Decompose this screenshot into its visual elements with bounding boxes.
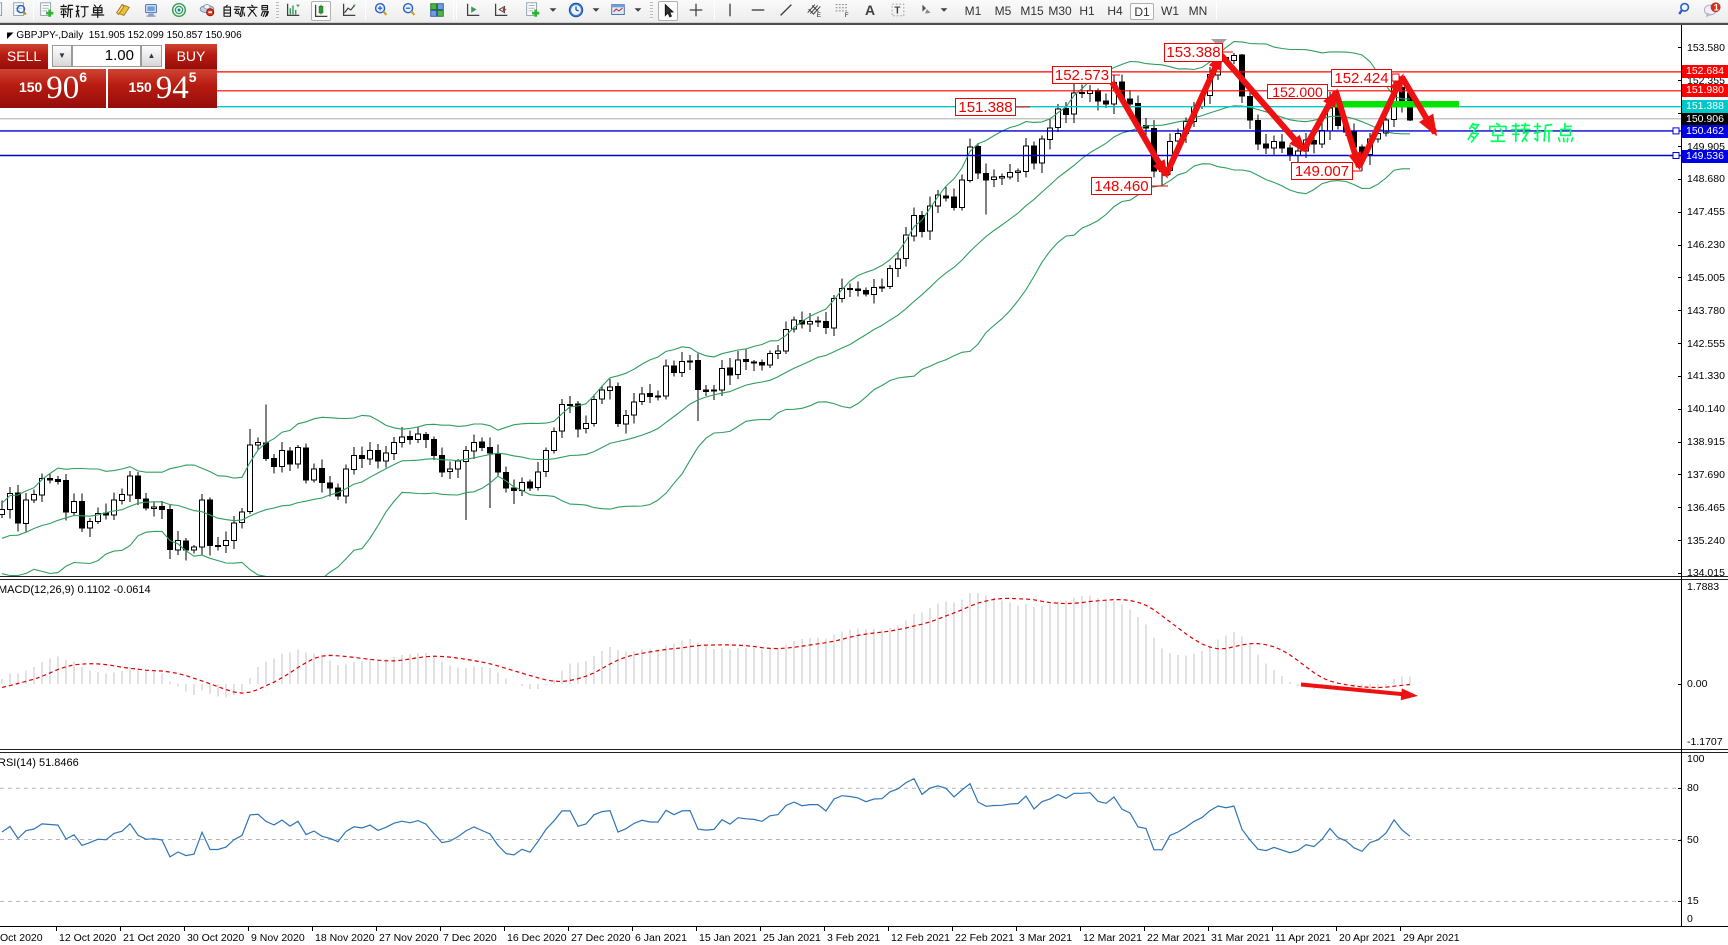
svg-text:F: F — [845, 12, 849, 19]
svg-text:T: T — [894, 6, 900, 17]
svg-text:E: E — [817, 12, 821, 19]
svg-text:1: 1 — [1714, 2, 1719, 12]
